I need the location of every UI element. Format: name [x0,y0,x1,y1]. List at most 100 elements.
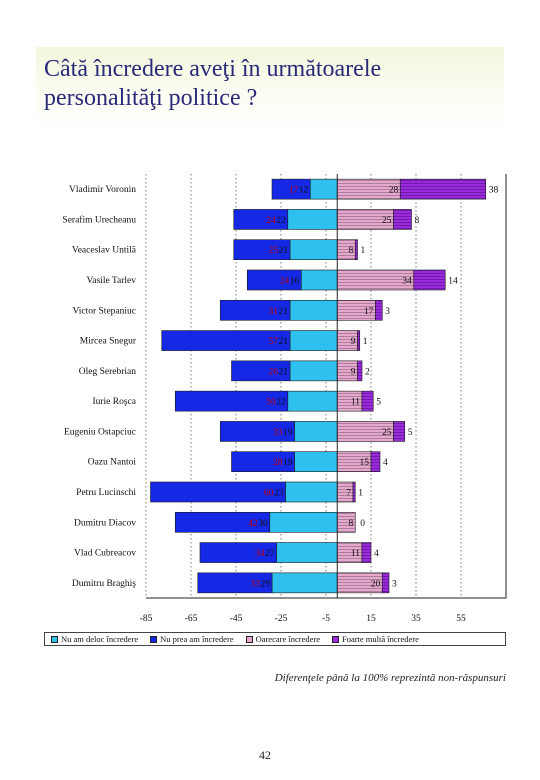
x-tick-label: -45 [230,614,243,624]
bar-foarte-multa [381,572,390,594]
data-label-nu-am-deloc: 30 [258,519,268,529]
bar-nu-prea-am [174,511,271,533]
page-number: 42 [259,748,271,762]
data-label-foarte-multa: 14 [448,277,458,287]
bar-foarte-multa [375,299,383,321]
category-label: Vlad Cubreacov [74,549,136,559]
legend-item: Nu prea am încredere [150,634,234,644]
data-label-oarecare: 25 [382,216,392,226]
bar-foarte-multa [361,542,372,563]
data-label-nu-am-deloc: 12 [299,186,309,196]
page-title: Câtă încredere aveţi în următoarele pers… [44,56,382,111]
data-label-oarecare: 28 [389,186,399,196]
x-tick-label: 35 [411,614,421,624]
legend-label: Foarte multă încredere [341,634,419,644]
data-label-foarte-multa: 1 [363,337,368,347]
data-label-nu-am-deloc: 19 [283,428,293,438]
bar-nu-prea-am [233,239,291,261]
data-label-nu-am-deloc: 22 [276,398,286,408]
data-label-oarecare: 9 [351,337,356,347]
bar-nu-prea-am [150,481,286,503]
category-label: Veaceslav Untilă [72,246,137,256]
bar-nu-am-deloc [287,390,338,412]
bar-nu-am-deloc [289,360,338,382]
bar-nu-prea-am [197,572,273,594]
bar-foarte-multa [393,421,406,442]
bar-nu-prea-am [231,451,295,473]
bar-foarte-multa [352,481,356,503]
bar-nu-am-deloc [269,511,338,533]
bar-nu-prea-am [231,360,291,382]
bar-foarte-multa [399,178,487,200]
bar-foarte-multa [370,451,381,473]
bar-nu-am-deloc [276,542,338,563]
bar-nu-prea-am [246,269,302,291]
data-label-oarecare: 9 [351,367,356,377]
bar-nu-prea-am [219,421,295,442]
data-label-oarecare: 8 [349,519,354,529]
bar-nu-am-deloc [289,330,338,351]
bar-nu-prea-am [233,209,289,230]
data-label-foarte-multa: 4 [383,458,388,468]
title-band [36,47,504,130]
bar-nu-am-deloc [294,421,338,442]
category-label: Eugeniu Ostapciuc [64,427,136,437]
axis-layer: -85 -65 -45 -25 -5 15 35 55 [140,174,506,624]
category-label: Vladimir Voronin [69,185,136,195]
bar-nu-am-deloc [289,239,338,261]
legend-label: Nu am deloc încredere [61,634,139,644]
data-label-foarte-multa: 38 [489,186,499,196]
legend-swatch [150,635,158,643]
x-tick-label: -25 [275,614,288,624]
bar-nu-am-deloc [285,481,338,503]
data-label-nu-am-deloc: 27 [265,549,275,559]
footnote: Diferenţele până la 100% reprezintă non-… [274,672,506,684]
data-label-oarecare: 34 [402,277,412,287]
legend-swatch [51,635,58,643]
bar-foarte-multa [413,269,446,291]
bar-nu-am-deloc [271,572,338,594]
bar-nu-am-deloc [294,451,338,473]
data-label-nu-prea-am: 60 [264,489,274,499]
data-label-foarte-multa: 4 [374,549,379,559]
data-label-nu-am-deloc: 22 [276,216,286,226]
data-label-nu-am-deloc: 19 [283,458,293,468]
data-label-oarecare: 17 [364,307,374,317]
category-label: Oleg Serebrian [79,367,136,377]
bar-foarte-multa [393,209,412,230]
x-tick-label: 15 [366,614,376,624]
data-label-nu-prea-am: 33 [251,579,261,589]
data-label-foarte-multa: 5 [408,428,413,438]
grid-layer [145,174,507,598]
x-tick-label: -85 [140,614,153,624]
bar-nu-am-deloc [300,269,338,291]
data-label-foarte-multa: 2 [365,367,370,377]
data-label-foarte-multa: 3 [385,307,390,317]
data-label-foarte-multa: 3 [392,579,397,589]
category-label: Dumitru Braghiş [72,579,136,589]
bar-nu-prea-am [271,178,311,200]
data-label-nu-prea-am: 31 [269,307,279,317]
x-tick-label: -5 [322,614,330,624]
bars-layer [150,178,487,594]
data-label-nu-prea-am: 26 [269,367,279,377]
data-label-nu-am-deloc: 21 [279,367,289,377]
legend-swatch [245,635,253,643]
bar-foarte-multa [357,360,363,382]
data-label-oarecare: 25 [382,428,392,438]
data-label-nu-prea-am: 24 [280,277,290,287]
data-label-nu-prea-am: 17 [289,186,299,196]
data-label-oarecare: 11 [351,549,360,559]
data-label-nu-prea-am: 42 [248,519,258,529]
data-label-nu-prea-am: 50 [266,398,276,408]
chart-legend: Nu am deloc încredere Nu prea am încrede… [44,632,506,646]
bar-foarte-multa [357,330,361,351]
category-label: Serafim Urecheanu [62,214,136,225]
x-tick-label: 55 [456,614,466,624]
data-label-nu-prea-am: 28 [273,458,283,468]
legend-swatch [331,635,339,643]
data-label-nu-am-deloc: 16 [290,277,300,287]
data-label-oarecare: 20 [371,579,381,589]
